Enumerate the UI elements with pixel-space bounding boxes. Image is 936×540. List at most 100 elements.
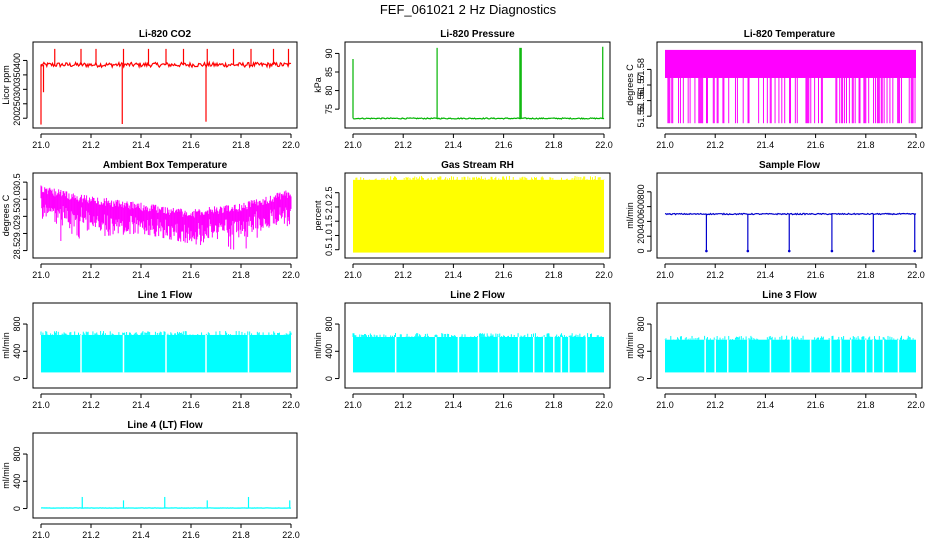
series-trace bbox=[665, 49, 916, 124]
x-tick-label: 22.0 bbox=[907, 270, 925, 280]
plot-frame bbox=[656, 172, 923, 259]
x-tick-label: 21.0 bbox=[656, 270, 674, 280]
y-tick-label: 51.56 bbox=[636, 89, 646, 112]
y-tick-label: 75 bbox=[324, 104, 334, 114]
x-tick-label: 22.0 bbox=[282, 270, 300, 280]
x-tick-label: 21.0 bbox=[656, 400, 674, 410]
plot-frame bbox=[32, 172, 298, 259]
y-axis-label: degrees C bbox=[625, 64, 635, 106]
x-tick-label: 21.2 bbox=[82, 270, 100, 280]
panel-5: Gas Stream RH percent 21.0 21.2 21.4 21.6 21.8… bbox=[313, 160, 613, 280]
y-tick-label: 0 bbox=[324, 376, 334, 381]
y-tick-label: 28.5 bbox=[12, 242, 22, 260]
plot-frame bbox=[32, 41, 298, 129]
series-point bbox=[872, 249, 875, 253]
y-tick-label: 200 bbox=[12, 111, 22, 126]
x-tick-label: 21.6 bbox=[807, 140, 825, 150]
y-tick-label: 0 bbox=[636, 249, 646, 254]
plot-frame bbox=[344, 41, 611, 129]
y-tick-label: 0 bbox=[12, 376, 22, 381]
x-tick-label: 22.0 bbox=[595, 140, 613, 150]
y-axis-label: Licor ppm bbox=[1, 65, 11, 105]
x-tick-label: 21.2 bbox=[706, 270, 724, 280]
panel-6: Sample Flow ml/min 21.0 21.2 21.4 21.6 21.8 22.… bbox=[625, 160, 925, 280]
x-tick-label: 21.4 bbox=[757, 140, 775, 150]
y-tick-label: 1.5 bbox=[324, 215, 334, 228]
y-tick-label: 800 bbox=[12, 317, 22, 332]
x-tick-label: 21.0 bbox=[32, 270, 50, 280]
series-trace bbox=[664, 335, 916, 373]
y-tick-label: 200 bbox=[636, 229, 646, 244]
series-trace bbox=[664, 212, 917, 253]
plot-frame bbox=[656, 41, 923, 129]
x-tick-label: 21.4 bbox=[132, 530, 150, 540]
x-tick-label: 21.4 bbox=[132, 270, 150, 280]
panel-10: Line 4 (LT) Flow ml/min 21.0 21.2 21.4 21.6 21… bbox=[1, 420, 300, 540]
x-tick-label: 21.4 bbox=[132, 400, 150, 410]
series-trace bbox=[40, 48, 292, 125]
x-tick-label: 21.4 bbox=[445, 400, 463, 410]
panel-title: Line 1 Flow bbox=[138, 290, 193, 301]
y-axis-label: kPa bbox=[313, 77, 323, 93]
x-tick-label: 21.6 bbox=[807, 270, 825, 280]
x-tick-label: 21.4 bbox=[132, 140, 150, 150]
series-point bbox=[746, 249, 750, 253]
y-tick-label: 800 bbox=[636, 317, 646, 332]
x-tick-label: 21.0 bbox=[344, 400, 362, 410]
x-tick-label: 21.2 bbox=[82, 140, 100, 150]
panel-title: Li-820 Pressure bbox=[440, 29, 515, 40]
panel-8: Line 2 Flow ml/min 21.0 21.2 21.4 21.6 21.8 22.… bbox=[313, 290, 613, 410]
panel-3: Li-820 Temperature degrees C 21.0 21.2 21.4 2… bbox=[625, 29, 925, 150]
x-tick-label: 21.2 bbox=[82, 400, 100, 410]
x-tick-label: 21.8 bbox=[232, 530, 250, 540]
series-trace bbox=[40, 185, 292, 250]
x-tick-label: 21.8 bbox=[857, 140, 875, 150]
y-tick-label: 350 bbox=[12, 67, 22, 82]
y-tick-label: 51.55 bbox=[636, 105, 646, 128]
y-tick-label: 0.5 bbox=[324, 243, 334, 256]
y-tick-label: 1.0 bbox=[324, 229, 334, 242]
y-axis-label: ml/min bbox=[1, 462, 11, 489]
y-tick-label: 80 bbox=[324, 86, 334, 96]
x-tick-label: 21.6 bbox=[807, 400, 825, 410]
x-tick-label: 21.4 bbox=[757, 270, 775, 280]
series-band bbox=[353, 179, 604, 253]
panel-7: Line 1 Flow ml/min 21.0 21.2 21.4 21.6 21.8 22.… bbox=[1, 290, 300, 410]
x-tick-label: 21.0 bbox=[32, 140, 50, 150]
x-tick-label: 21.6 bbox=[182, 140, 200, 150]
x-tick-label: 22.0 bbox=[282, 530, 300, 540]
x-tick-label: 21.0 bbox=[344, 140, 362, 150]
y-tick-label: 800 bbox=[12, 447, 22, 462]
series-point bbox=[705, 249, 708, 253]
x-tick-label: 22.0 bbox=[907, 140, 925, 150]
y-tick-label: 51.58 bbox=[636, 58, 646, 81]
panel-title: Line 3 Flow bbox=[762, 290, 817, 301]
x-tick-label: 21.2 bbox=[706, 140, 724, 150]
series-band bbox=[665, 49, 916, 78]
y-axis-label: ml/min bbox=[625, 332, 635, 359]
y-tick-label: 400 bbox=[324, 344, 334, 359]
plot-frame bbox=[656, 302, 923, 389]
x-tick-label: 21.4 bbox=[445, 140, 463, 150]
x-tick-label: 22.0 bbox=[282, 140, 300, 150]
x-tick-label: 21.8 bbox=[545, 400, 563, 410]
x-tick-label: 21.2 bbox=[706, 400, 724, 410]
series-trace bbox=[352, 333, 604, 373]
y-tick-label: 300 bbox=[12, 82, 22, 97]
x-tick-label: 21.2 bbox=[82, 530, 100, 540]
y-tick-label: 400 bbox=[636, 344, 646, 359]
y-tick-label: 800 bbox=[324, 317, 334, 332]
y-axis-label: degrees C bbox=[1, 194, 11, 236]
y-tick-label: 30.5 bbox=[12, 173, 22, 191]
plot-frame bbox=[344, 172, 611, 259]
figure-title: FEF_061021 2 Hz Diagnostics bbox=[379, 2, 557, 17]
panel-title: Line 2 Flow bbox=[450, 290, 505, 301]
panel-title: Ambient Box Temperature bbox=[103, 160, 228, 171]
panel-title: Sample Flow bbox=[759, 160, 820, 171]
x-tick-label: 21.4 bbox=[445, 270, 463, 280]
x-tick-label: 21.6 bbox=[182, 270, 200, 280]
x-tick-label: 21.8 bbox=[232, 270, 250, 280]
series-trace bbox=[40, 496, 291, 509]
x-tick-label: 21.8 bbox=[232, 400, 250, 410]
